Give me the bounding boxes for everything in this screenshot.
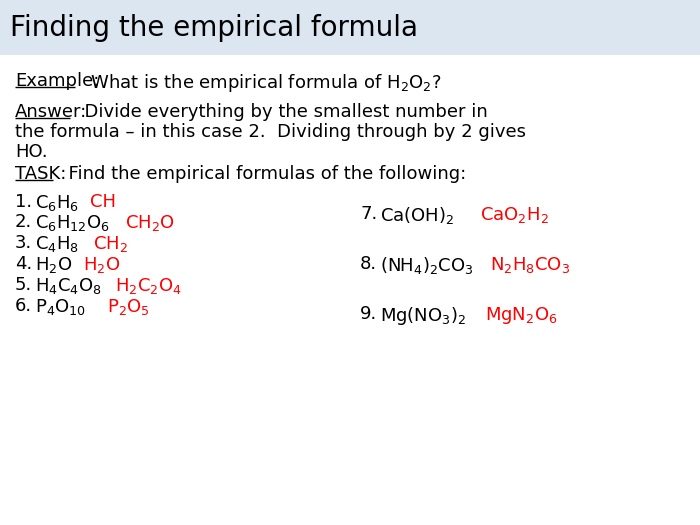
Text: Divide everything by the smallest number in: Divide everything by the smallest number… bbox=[73, 103, 488, 121]
Text: (NH$_4$)$_2$CO$_3$: (NH$_4$)$_2$CO$_3$ bbox=[380, 255, 474, 276]
Text: Finding the empirical formula: Finding the empirical formula bbox=[10, 14, 418, 41]
Text: 1.: 1. bbox=[15, 193, 32, 211]
Text: 6.: 6. bbox=[15, 297, 32, 315]
Text: C$_4$H$_8$: C$_4$H$_8$ bbox=[35, 234, 79, 254]
Text: Find the empirical formulas of the following:: Find the empirical formulas of the follo… bbox=[57, 165, 466, 183]
Text: Example:: Example: bbox=[15, 72, 99, 90]
Text: What is the empirical formula of H$_2$O$_2$?: What is the empirical formula of H$_2$O$… bbox=[79, 72, 442, 94]
Text: CH$_2$O: CH$_2$O bbox=[125, 213, 175, 233]
Text: H$_4$C$_4$O$_8$: H$_4$C$_4$O$_8$ bbox=[35, 276, 102, 296]
Text: HO.: HO. bbox=[15, 143, 48, 161]
Text: CH: CH bbox=[90, 193, 116, 211]
Text: Mg(NO$_3$)$_2$: Mg(NO$_3$)$_2$ bbox=[380, 305, 466, 327]
Text: H$_2$O: H$_2$O bbox=[83, 255, 120, 275]
Text: MgN$_2$O$_6$: MgN$_2$O$_6$ bbox=[485, 305, 558, 326]
Text: 9.: 9. bbox=[360, 305, 377, 323]
Text: 2.: 2. bbox=[15, 213, 32, 231]
Text: 5.: 5. bbox=[15, 276, 32, 294]
Text: P$_4$O$_{10}$: P$_4$O$_{10}$ bbox=[35, 297, 86, 317]
Text: N$_2$H$_8$CO$_3$: N$_2$H$_8$CO$_3$ bbox=[490, 255, 570, 275]
Text: 7.: 7. bbox=[360, 205, 377, 223]
Text: Answer:: Answer: bbox=[15, 103, 88, 121]
Text: Ca(OH)$_2$: Ca(OH)$_2$ bbox=[380, 205, 454, 226]
Text: the formula – in this case 2.  Dividing through by 2 gives: the formula – in this case 2. Dividing t… bbox=[15, 123, 526, 141]
Text: 3.: 3. bbox=[15, 234, 32, 252]
Text: 8.: 8. bbox=[360, 255, 377, 273]
Text: C$_6$H$_6$: C$_6$H$_6$ bbox=[35, 193, 79, 213]
Text: TASK:: TASK: bbox=[15, 165, 66, 183]
Text: C$_6$H$_{12}$O$_6$: C$_6$H$_{12}$O$_6$ bbox=[35, 213, 110, 233]
Text: 4.: 4. bbox=[15, 255, 32, 273]
Text: H$_2$O: H$_2$O bbox=[35, 255, 72, 275]
Text: CH$_2$: CH$_2$ bbox=[93, 234, 128, 254]
Text: H$_2$C$_2$O$_4$: H$_2$C$_2$O$_4$ bbox=[115, 276, 182, 296]
Text: P$_2$O$_5$: P$_2$O$_5$ bbox=[107, 297, 150, 317]
Bar bbox=[0, 0, 700, 55]
Text: CaO$_2$H$_2$: CaO$_2$H$_2$ bbox=[480, 205, 549, 225]
